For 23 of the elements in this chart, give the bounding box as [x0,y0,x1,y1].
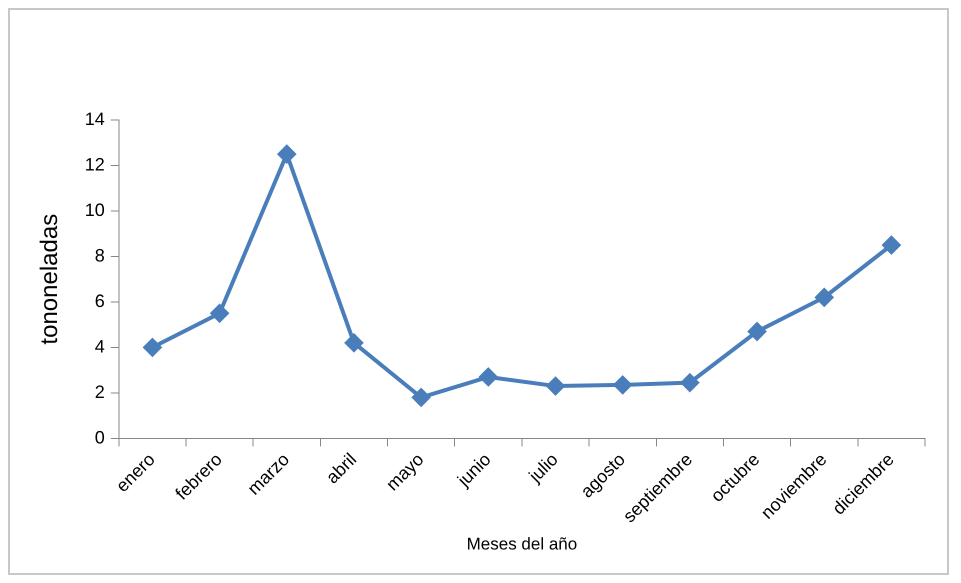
y-tick-label: 4 [94,336,105,356]
x-tick-label: julio [524,449,562,487]
point [546,377,564,396]
point [614,376,632,394]
y-tick-label: 6 [94,290,105,311]
point [278,145,296,164]
point [210,304,229,322]
y-tick-label: 10 [84,200,105,220]
y-tick-label: 0 [94,427,105,448]
y-axis-title: tononeladas [36,214,64,345]
point [680,374,699,392]
point [344,334,363,352]
y-tick-label: 12 [84,154,105,174]
point [815,288,834,306]
point [412,388,430,406]
point [748,322,766,340]
point [479,368,498,386]
point [882,236,900,254]
y-tick-label: 8 [94,245,105,266]
y-tick-label: 2 [94,382,105,402]
point [143,338,162,356]
y-tick-label: 14 [84,108,105,129]
x-axis-title: Meses del año [466,534,578,554]
